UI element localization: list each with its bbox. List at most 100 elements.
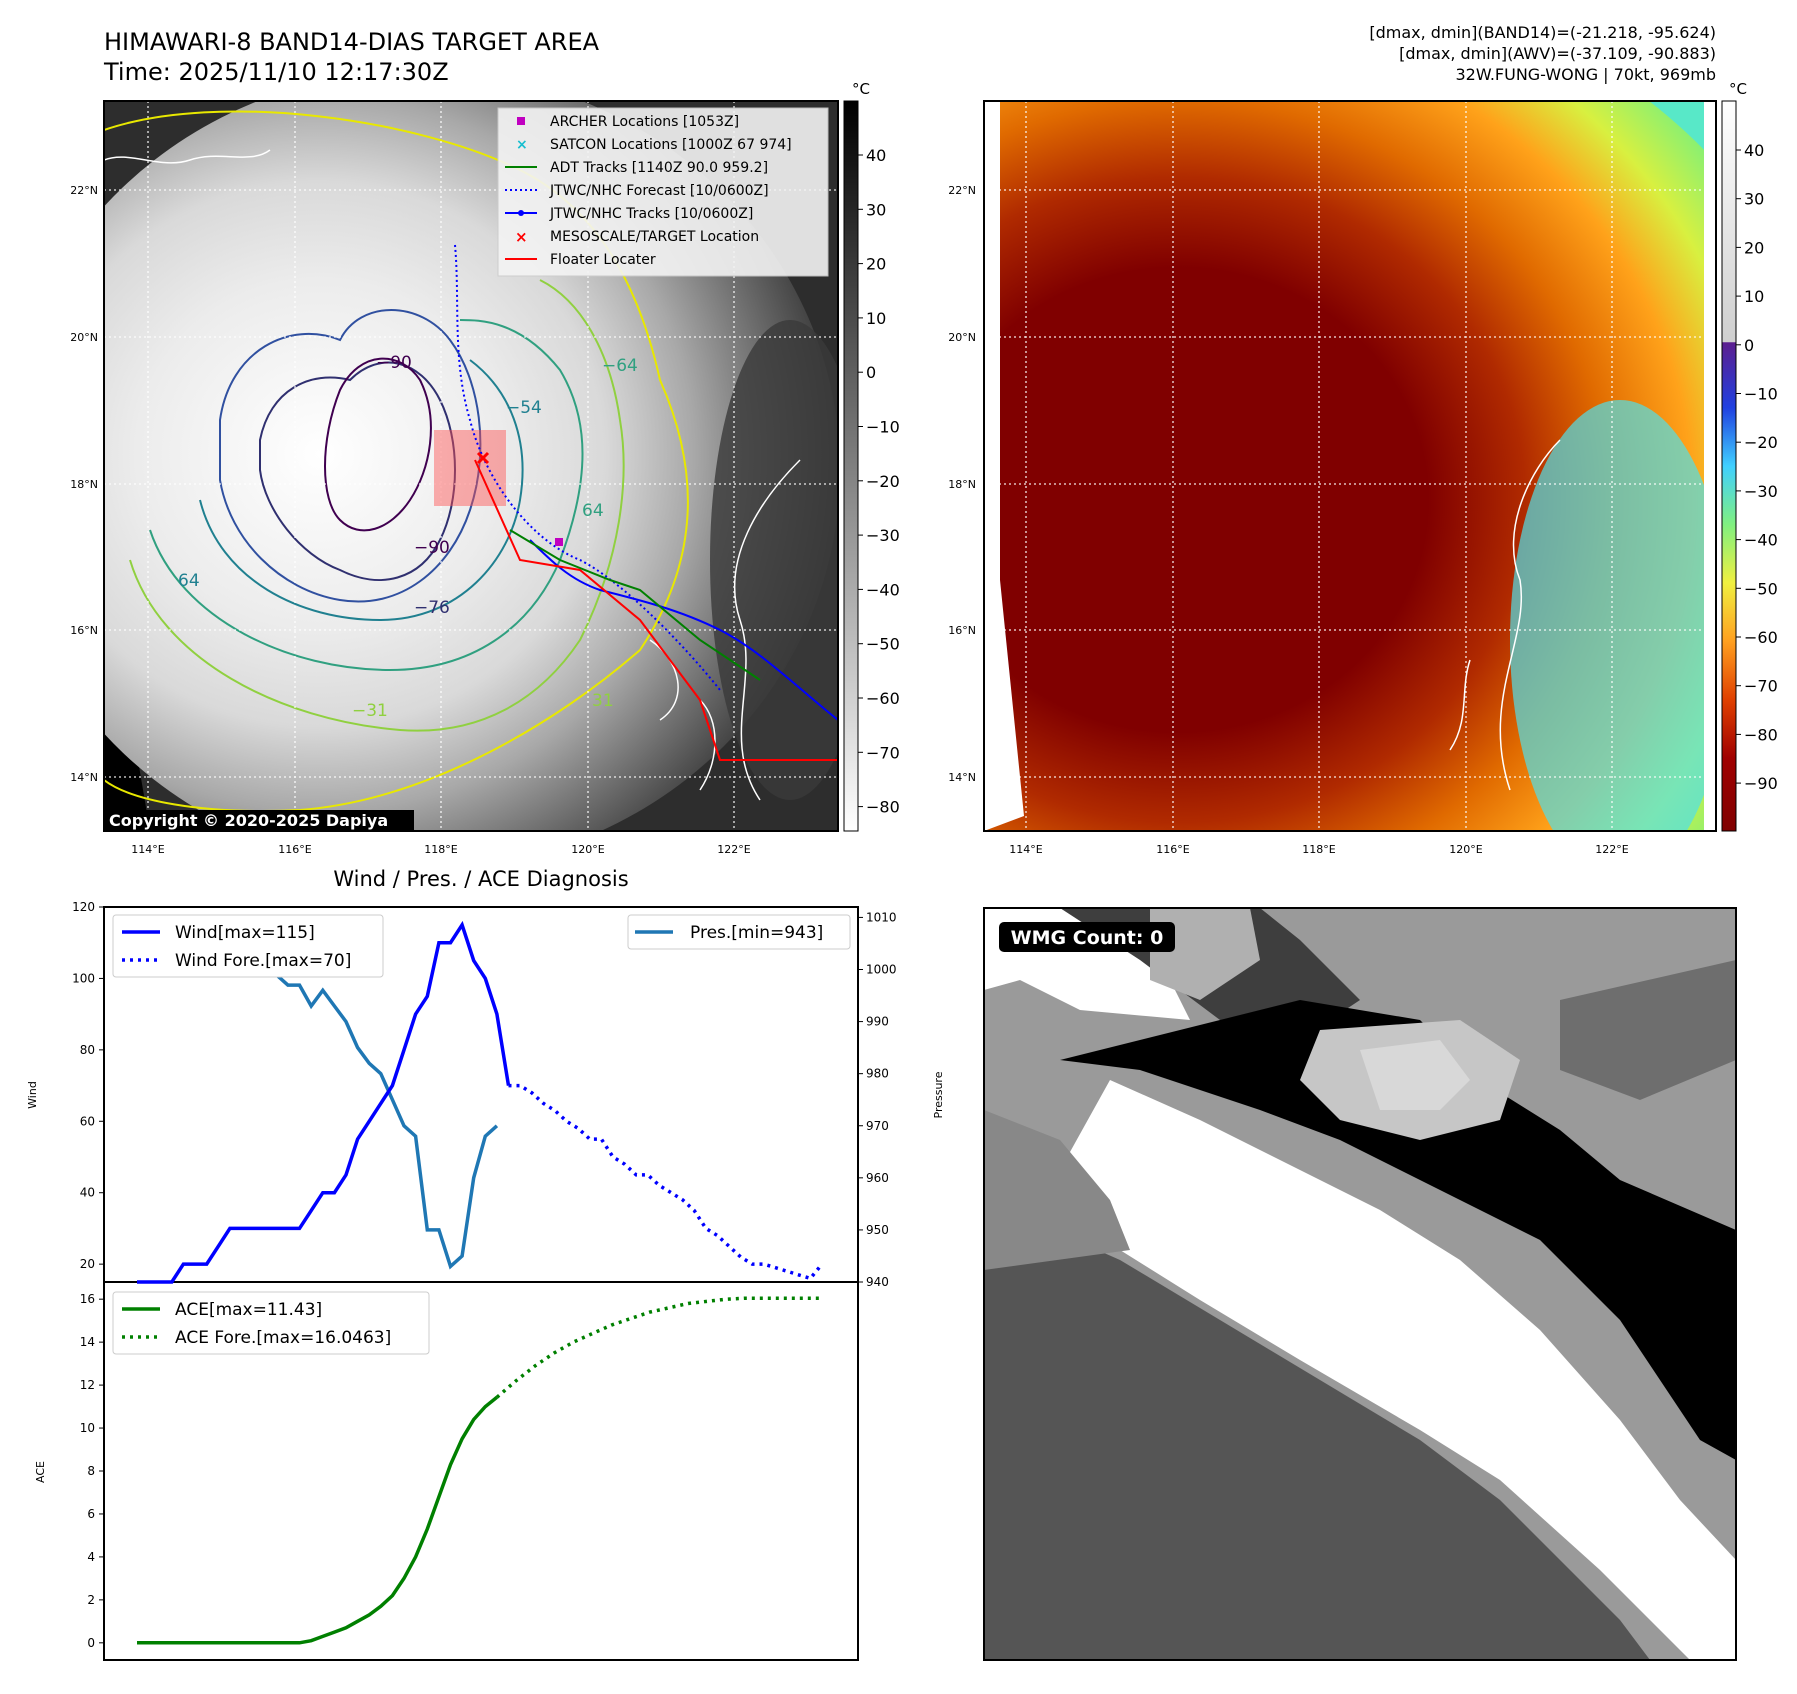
contour-label-6: 64 <box>582 501 604 521</box>
ace-axis-label: ACE <box>34 1461 47 1483</box>
svg-text:JTWC/NHC Tracks [10/0600Z]: JTWC/NHC Tracks [10/0600Z] <box>549 206 753 222</box>
wind-forecast-line <box>508 1083 824 1281</box>
cb-gray-tick-5: −10 <box>866 418 900 437</box>
lat-label-2: 20°N <box>70 331 98 344</box>
b-lon-label-4: 120°E <box>1449 843 1482 856</box>
svg-text:Wind Fore.[max=70]: Wind Fore.[max=70] <box>175 951 351 971</box>
legend-jtwc-forecast: JTWC/NHC Forecast [10/0600Z] <box>505 183 769 199</box>
svg-text:×: × <box>516 137 528 153</box>
pres-tick-3: 980 <box>866 1067 889 1081</box>
svg-text:°C: °C <box>1729 80 1747 98</box>
cb-color-tick-6: −20 <box>1744 433 1778 452</box>
legend-satcon: × SATCON Locations [1000Z 67 974] <box>516 137 792 153</box>
b-lon-label-5: 122°E <box>1595 843 1628 856</box>
pres-tick-5: 960 <box>866 1171 889 1185</box>
svg-text:×: × <box>515 228 528 246</box>
b-lat-label-4: 16°N <box>948 624 976 637</box>
wind-line <box>137 920 511 1284</box>
svg-text:°C: °C <box>852 80 870 98</box>
cb-gray-tick-7: −30 <box>866 526 900 545</box>
pres-tick-0: 1010 <box>866 910 897 924</box>
svg-text:JTWC/NHC Forecast [10/0600Z]: JTWC/NHC Forecast [10/0600Z] <box>549 183 769 199</box>
legend-jtwc-tracks: JTWC/NHC Tracks [10/0600Z] <box>505 206 753 222</box>
wind-axis-label: Wind <box>26 1081 39 1109</box>
cb-color-tick-3: 10 <box>1744 287 1764 306</box>
cb-gray-tick-0: 40 <box>866 146 886 165</box>
cb-color-tick-7: −30 <box>1744 482 1778 501</box>
svg-text:Pres.[min=943]: Pres.[min=943] <box>690 923 823 943</box>
wind-tick-2: 80 <box>80 1043 95 1057</box>
cb-gray-tick-10: −60 <box>866 689 900 708</box>
cb-color-tick-10: −60 <box>1744 628 1778 647</box>
lon-label-5: 122°E <box>717 843 750 856</box>
svg-text:MESOSCALE/TARGET Location: MESOSCALE/TARGET Location <box>550 229 759 245</box>
cb-gray-tick-9: −50 <box>866 635 900 654</box>
diagnosis-title: Wind / Pres. / ACE Diagnosis <box>333 867 628 891</box>
contour-label-2: −90 <box>414 538 450 558</box>
legend-target: × MESOSCALE/TARGET Location <box>515 228 759 246</box>
contour-label-4: −54 <box>506 398 542 418</box>
svg-text:ACE Fore.[max=16.0463]: ACE Fore.[max=16.0463] <box>175 1328 391 1348</box>
svg-text:ARCHER Locations [1053Z]: ARCHER Locations [1053Z] <box>550 114 739 130</box>
svg-text:SATCON Locations [1000Z 67 974: SATCON Locations [1000Z 67 974] <box>550 137 792 153</box>
cb-gray-tick-12: −80 <box>866 798 900 817</box>
pres-tick-1: 1000 <box>866 963 897 977</box>
legend-ace-forecast: ACE Fore.[max=16.0463] <box>122 1328 391 1348</box>
cb-gray-tick-2: 20 <box>866 255 886 274</box>
legend-wind-forecast: Wind Fore.[max=70] <box>122 951 351 971</box>
cb-color-tick-13: −90 <box>1744 774 1778 793</box>
cb-color-tick-8: −40 <box>1744 531 1778 550</box>
cb-gray-tick-11: −70 <box>866 743 900 762</box>
b-lat-label-1: 22°N <box>948 184 976 197</box>
svg-text:ACE[max=11.43]: ACE[max=11.43] <box>175 1300 322 1320</box>
stats-line3: 32W.FUNG-WONG | 70kt, 969mb <box>1455 65 1716 84</box>
ace-tick-0: 16 <box>80 1292 95 1306</box>
legend-wind: Wind[max=115] <box>122 923 315 943</box>
ace-tick-6: 4 <box>87 1550 95 1564</box>
ace-tick-3: 10 <box>80 1421 95 1435</box>
lon-label-3: 118°E <box>424 843 457 856</box>
color-map-panel: 22°N 20°N 18°N 16°N 14°N 114°E 116°E 118… <box>948 100 1717 856</box>
cb-color-tick-2: 20 <box>1744 238 1764 257</box>
svg-text:Floater Locater: Floater Locater <box>550 252 656 268</box>
b-lon-label-1: 114°E <box>1009 843 1042 856</box>
wind-tick-5: 20 <box>80 1257 95 1271</box>
b-lat-label-5: 14°N <box>948 771 976 784</box>
ace-tick-2: 12 <box>80 1378 95 1392</box>
wmg-panel: WMG Count: 0 <box>983 907 1737 1661</box>
pres-tick-6: 950 <box>866 1223 889 1237</box>
contour-label-8: −31 <box>352 701 388 721</box>
ace-legend: ACE[max=11.43] ACE Fore.[max=16.0463] <box>112 1291 430 1355</box>
ace-tick-1: 14 <box>80 1335 95 1349</box>
lon-label-2: 116°E <box>278 843 311 856</box>
cb-color-tick-12: −80 <box>1744 725 1778 744</box>
ace-tick-5: 6 <box>87 1507 95 1521</box>
legend-floater: Floater Locater <box>505 252 656 268</box>
ir-map-panel: −90 −90 −76 −54 64 64 −64 −31 31 Copyrig… <box>70 100 839 856</box>
ace-tick-8: 0 <box>87 1636 95 1650</box>
lat-label-3: 18°N <box>70 478 98 491</box>
diagnosis-panel: Wind / Pres. / ACE Diagnosis Wind Pressu… <box>26 867 945 1661</box>
ace-line <box>137 1395 498 1645</box>
stats-line2: [dmax, dmin](AWV)=(-37.109, -90.883) <box>1399 44 1716 63</box>
wind-tick-4: 40 <box>80 1186 95 1200</box>
cb-color-tick-0: 40 <box>1744 141 1764 160</box>
wind-tick-1: 100 <box>72 971 95 985</box>
b-lon-label-3: 118°E <box>1302 843 1335 856</box>
wind-tick-0: 120 <box>72 900 95 914</box>
wind-tick-3: 60 <box>80 1114 95 1128</box>
copyright: Copyright © 2020-2025 Dapiya <box>109 811 388 830</box>
cb-gray-tick-8: −40 <box>866 580 900 599</box>
cb-color-tick-1: 30 <box>1744 190 1764 209</box>
pressure-legend: Pres.[min=943] <box>627 914 851 950</box>
legend-adt: ADT Tracks [1140Z 90.0 959.2] <box>505 160 768 176</box>
legend-archer: ARCHER Locations [1053Z] <box>517 114 739 130</box>
contour-label-1: −90 <box>376 353 412 373</box>
wind-legend: Wind[max=115] Wind Fore.[max=70] <box>112 914 384 978</box>
cb-gray-tick-6: −20 <box>866 472 900 491</box>
contour-label-9: 31 <box>592 691 614 711</box>
svg-text:ADT Tracks [1140Z 90.0 959.2]: ADT Tracks [1140Z 90.0 959.2] <box>550 160 768 176</box>
stats-line1: [dmax, dmin](BAND14)=(-21.218, -95.624) <box>1369 23 1716 42</box>
colorbar-color: °C 40 30 20 10 0 −10 −20 −30 −40 −50 −60 −70 −80 −90 <box>1721 80 1778 832</box>
